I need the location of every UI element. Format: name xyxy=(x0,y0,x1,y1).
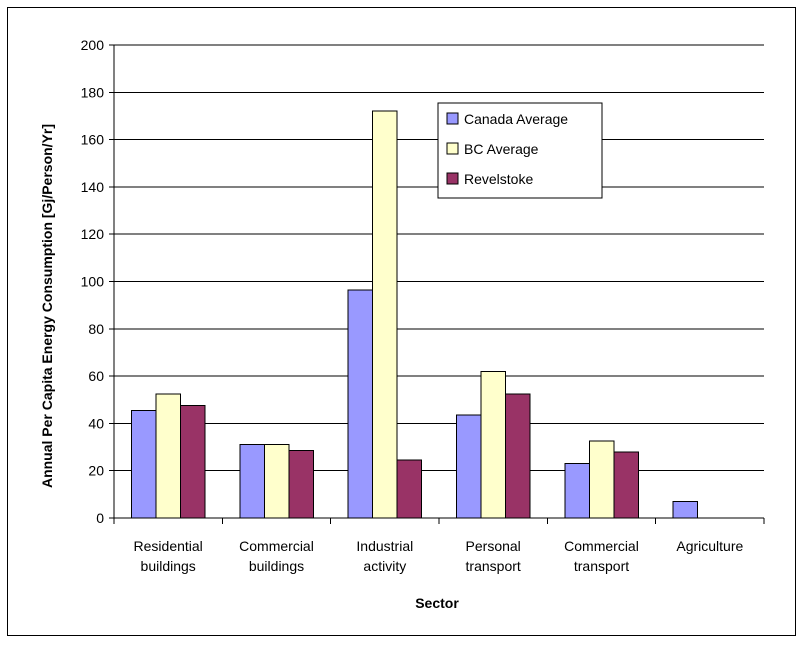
x-tick-labels: Residential buildings Commercial buildings I… xyxy=(134,538,744,574)
legend-label-2: Revelstoke xyxy=(464,171,533,187)
legend-label-0: Canada Average xyxy=(464,111,568,127)
y-tick-label-160: 160 xyxy=(81,132,105,148)
y-tick-label-40: 40 xyxy=(88,415,104,431)
gridlines xyxy=(114,44,764,472)
bar-revelstoke-4 xyxy=(613,451,639,519)
bar-revelstoke-3 xyxy=(504,393,531,519)
legend: Canada Average BC Average Revelstoke xyxy=(437,102,603,199)
bar-bc-average-0 xyxy=(155,393,181,519)
bar-canada-average-0 xyxy=(130,409,157,519)
bar-revelstoke-1 xyxy=(288,450,314,519)
x-tick-label-3: Personal transport xyxy=(466,538,521,574)
bar-canada-average-5 xyxy=(672,500,699,519)
x-tick-label-5: Agriculture xyxy=(676,538,743,554)
bar-canada-average-4 xyxy=(564,463,590,519)
bar-bc-average-3 xyxy=(480,370,506,519)
bar-bc-average-1 xyxy=(263,444,290,519)
bar-revelstoke-0 xyxy=(179,405,206,519)
legend-swatch-0 xyxy=(446,112,459,125)
bar-canada-average-3 xyxy=(455,414,482,519)
bar-revelstoke-2 xyxy=(396,459,423,519)
y-tick-label-20: 20 xyxy=(88,463,104,479)
y-tick-label-140: 140 xyxy=(81,179,105,195)
legend-box xyxy=(437,102,603,199)
x-axis-title: Sector xyxy=(415,595,459,611)
x-tick-label-4: Commercial transport xyxy=(564,538,639,574)
y-tick-labels: 0 20 40 60 80 100 120 140 160 180 200 xyxy=(81,37,105,526)
chart-frame xyxy=(7,7,796,636)
y-axis-title: Annual Per Capita Energy Consumption [Gj… xyxy=(39,124,55,488)
y-tick-label-120: 120 xyxy=(81,226,105,242)
legend-swatch-2 xyxy=(446,172,459,185)
bar-canada-average-2 xyxy=(347,289,374,519)
y-tick-label-100: 100 xyxy=(81,274,105,290)
x-tick-label-0: Residential buildings xyxy=(134,538,203,574)
bar-canada-average-1 xyxy=(239,444,265,519)
bar-bc-average-2 xyxy=(372,110,398,519)
legend-label-1: BC Average xyxy=(464,141,539,157)
legend-swatch-1 xyxy=(446,142,459,155)
y-tick-label-0: 0 xyxy=(96,510,104,526)
y-tick-label-180: 180 xyxy=(81,84,105,100)
axes xyxy=(109,44,765,524)
y-tick-label-200: 200 xyxy=(81,37,105,53)
x-tick-label-1: Commercial buildings xyxy=(239,538,314,574)
bar-bc-average-4 xyxy=(588,440,615,519)
x-tick-label-2: Industrial activity xyxy=(356,538,413,574)
y-tick-label-80: 80 xyxy=(88,321,104,337)
bars xyxy=(130,110,699,519)
y-tick-label-60: 60 xyxy=(88,368,104,384)
